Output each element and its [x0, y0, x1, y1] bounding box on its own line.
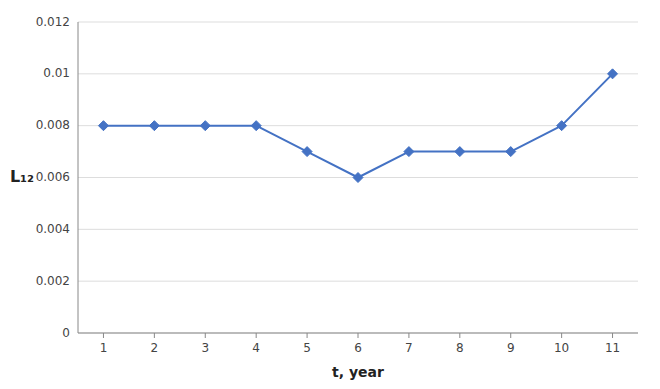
- x-axis-line: [78, 333, 638, 334]
- y-tick-label: 0: [62, 326, 70, 340]
- y-axis-line: [78, 22, 79, 333]
- axes: 0 0.002 0.004 0.006 0.008 0.01 0.012 1 2 3 4 5 6 7 8 9 1…: [36, 15, 638, 356]
- marker: [149, 121, 159, 131]
- marker: [557, 121, 567, 131]
- marker: [608, 69, 618, 79]
- x-tick-label: 2: [151, 341, 159, 355]
- x-tick: [256, 333, 257, 338]
- grid-line: [78, 229, 638, 230]
- marker: [302, 147, 312, 157]
- x-tick-label: 8: [456, 341, 464, 355]
- marker: [506, 147, 516, 157]
- marker: [200, 121, 210, 131]
- x-tick-label: 1: [100, 341, 108, 355]
- grid-line: [78, 333, 638, 334]
- marker: [455, 147, 465, 157]
- y-tick-label: 0.01: [43, 66, 70, 80]
- x-tick: [612, 333, 613, 338]
- y-tick-label: 0.004: [36, 222, 70, 236]
- grid-line: [78, 281, 638, 282]
- x-tick: [561, 333, 562, 338]
- x-tick: [307, 333, 308, 338]
- x-tick-label: 10: [554, 341, 569, 355]
- x-tick: [510, 333, 511, 338]
- x-tick-label: 4: [252, 341, 260, 355]
- x-tick-label: 3: [201, 341, 209, 355]
- x-tick: [154, 333, 155, 338]
- line: [103, 74, 612, 178]
- x-tick-label: 7: [405, 341, 413, 355]
- x-tick: [103, 333, 104, 338]
- y-tick-label: 0.006: [36, 170, 70, 184]
- grid-line: [78, 22, 638, 23]
- series: [98, 69, 617, 183]
- grid: [78, 22, 638, 333]
- y-tick-label: 0.012: [36, 15, 70, 29]
- x-tick: [358, 333, 359, 338]
- x-tick: [205, 333, 206, 338]
- x-tick: [408, 333, 409, 338]
- x-tick-label: 11: [605, 341, 620, 355]
- y-axis-label: L₁₂: [10, 167, 34, 186]
- y-tick-label: 0.002: [36, 274, 70, 288]
- x-tick: [459, 333, 460, 338]
- chart: 0 0.002 0.004 0.006 0.008 0.01 0.012 1 2 3 4 5 6 7 8 9 1…: [0, 0, 660, 389]
- x-tick-label: 6: [354, 341, 362, 355]
- marker: [98, 121, 108, 131]
- chart-container: 0 0.002 0.004 0.006 0.008 0.01 0.012 1 2 3 4 5 6 7 8 9 1…: [0, 0, 660, 389]
- x-tick-label: 9: [507, 341, 515, 355]
- x-tick-label: 5: [303, 341, 311, 355]
- marker: [353, 173, 363, 183]
- marker: [251, 121, 261, 131]
- x-axis-label: t, year: [332, 364, 384, 380]
- y-tick-label: 0.008: [36, 118, 70, 132]
- grid-line: [78, 73, 638, 74]
- marker: [404, 147, 414, 157]
